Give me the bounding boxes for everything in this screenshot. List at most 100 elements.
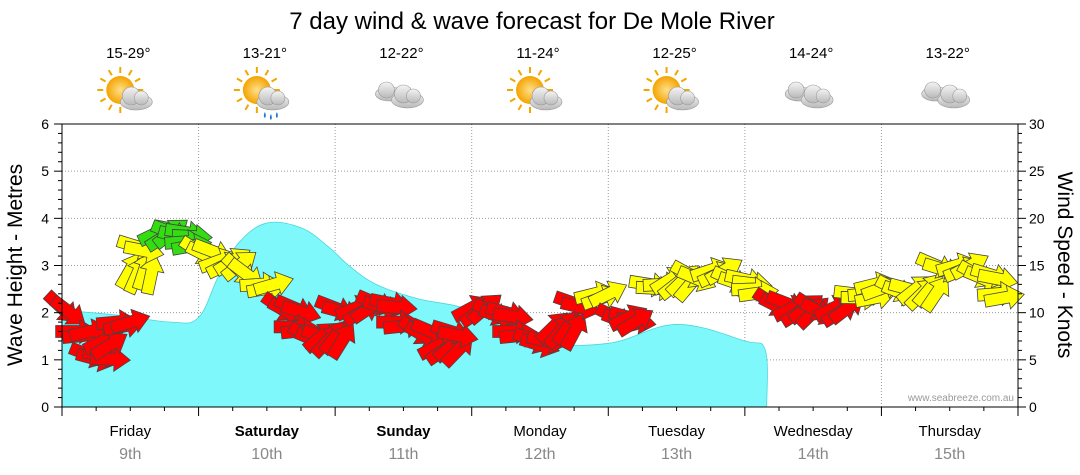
day-label: Sunday xyxy=(376,423,431,440)
wind-arrow xyxy=(48,294,86,325)
y-right-tick-label: 30 xyxy=(1029,116,1045,132)
partly-cloudy-icon xyxy=(507,67,563,113)
chart-title: 7 day wind & wave forecast for De Mole R… xyxy=(289,8,775,35)
day-date-label: 11th xyxy=(388,446,418,463)
y-left-tick-label: 0 xyxy=(41,399,49,415)
wind-arrow xyxy=(587,280,628,309)
temperature-range: 12-25° xyxy=(652,45,696,62)
wind-arrow xyxy=(326,322,356,361)
y-left-tick-label: 2 xyxy=(41,305,49,321)
sun-ray xyxy=(107,104,113,111)
wind-arrow xyxy=(139,254,165,296)
temperature-range: 12-22° xyxy=(379,45,423,62)
sun-ray xyxy=(107,69,113,76)
sun-ray xyxy=(271,77,278,83)
cloud-puff xyxy=(787,81,805,99)
day-label: Saturday xyxy=(235,423,300,440)
cloud-puff xyxy=(378,81,395,99)
rain-drop xyxy=(263,112,266,118)
sun-ray xyxy=(99,97,107,103)
temperature-range: 13-22° xyxy=(926,45,970,62)
cloud-puff xyxy=(924,81,942,99)
day-label: Wednesday xyxy=(774,423,853,440)
sun-ray xyxy=(544,77,551,83)
sun-ray xyxy=(99,77,107,83)
y-left-tick-label: 3 xyxy=(41,258,49,274)
day-date-label: 15th xyxy=(934,446,965,463)
sun-ray xyxy=(646,77,653,83)
cloud-puff xyxy=(133,90,149,106)
day-date-label: 12th xyxy=(524,446,555,463)
partly-cloudy-icon xyxy=(643,67,699,113)
sun-ray xyxy=(244,69,250,76)
cloudy-icon xyxy=(921,81,971,109)
sun-ray xyxy=(509,97,516,103)
day-date-label: 13th xyxy=(661,446,692,463)
cloud-puff xyxy=(406,88,421,104)
weather-row: 15-29° 13-21° 12-22° 11-24° 12-25° 14-24° 13-2… xyxy=(97,45,971,120)
sun-ray xyxy=(236,77,243,83)
sun-ray xyxy=(674,69,679,76)
y-left-tick-label: 5 xyxy=(41,163,49,179)
cloudy-icon xyxy=(784,81,834,109)
y-left-tick-label: 6 xyxy=(41,116,49,132)
wind-arrow xyxy=(280,299,322,326)
sun-ray xyxy=(264,69,270,76)
rain-drop xyxy=(275,112,278,118)
cloud-puff xyxy=(270,90,286,106)
sun-ray xyxy=(236,97,243,103)
sun-ray xyxy=(646,97,653,103)
day-label: Friday xyxy=(109,423,151,440)
y-right-tick-label: 20 xyxy=(1029,210,1045,226)
axis-ticks: 0 1 2 3 4 5 6 0 5 10 15 20 25 30 xyxy=(41,116,1045,416)
y-axis-left-title: Wave Height - Metres xyxy=(4,164,27,366)
y-left-tick-label: 4 xyxy=(41,210,49,226)
day-date-label: 10th xyxy=(251,446,282,463)
sun-ray xyxy=(134,77,141,83)
wind-arrow xyxy=(109,308,151,335)
sun-ray xyxy=(517,69,523,76)
day-label: Thursday xyxy=(918,423,981,440)
x-axis-day-labels: Friday 9th Saturday 10th Sunday 11th Monday 12t… xyxy=(109,423,981,463)
credit-text: www.seabreeze.com.au xyxy=(907,393,1014,404)
sun-ray xyxy=(680,77,687,83)
partly-cloudy-icon xyxy=(97,67,153,113)
wind-arrow xyxy=(559,312,588,352)
day-date-label: 9th xyxy=(119,446,141,463)
wind-arrow xyxy=(436,323,479,349)
sun-ray xyxy=(654,69,659,76)
sun-ray xyxy=(244,104,250,111)
y-axis-right-title: Wind Speed - Knots xyxy=(1053,172,1076,359)
day-label: Tuesday xyxy=(648,423,705,440)
rain-drop xyxy=(269,114,272,120)
wind-arrow xyxy=(252,271,294,297)
day-label: Monday xyxy=(513,423,567,440)
wind-arrow xyxy=(983,284,1025,310)
sun-ray xyxy=(654,104,659,111)
temperature-range: 14-24° xyxy=(789,45,833,62)
cloudy-icon xyxy=(375,81,424,109)
cloud-puff xyxy=(543,90,559,106)
cloud-puff xyxy=(952,88,968,104)
wind-arrow xyxy=(376,294,418,321)
y-right-tick-label: 0 xyxy=(1029,399,1037,415)
temperature-range: 13-21° xyxy=(243,45,287,62)
sun-ray xyxy=(537,69,543,76)
wind-arrow xyxy=(919,275,950,314)
sun-ray xyxy=(127,69,133,76)
temperature-range: 15-29° xyxy=(106,45,150,62)
y-right-tick-label: 25 xyxy=(1029,163,1045,179)
partly-cloudy-showers-icon xyxy=(233,67,290,120)
temperature-range: 11-24° xyxy=(516,45,559,62)
sun-ray xyxy=(517,104,523,111)
sun-ray xyxy=(509,77,516,83)
wind-arrows xyxy=(42,219,1025,373)
y-right-tick-label: 10 xyxy=(1029,305,1045,321)
wind-arrow xyxy=(89,332,128,362)
cloud-puff xyxy=(680,90,695,106)
cloud-puff xyxy=(815,88,831,104)
y-right-tick-label: 5 xyxy=(1029,352,1037,368)
y-left-tick-label: 1 xyxy=(41,352,49,368)
y-right-tick-label: 15 xyxy=(1029,258,1045,274)
